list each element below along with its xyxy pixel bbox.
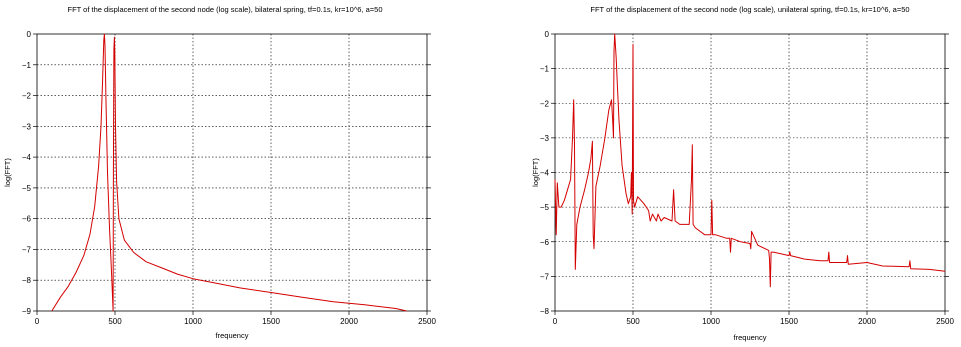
y-tick-label: −5 <box>22 184 32 193</box>
x-tick-label: 1000 <box>184 317 202 326</box>
chart-2: FFT of the displacement of the second no… <box>531 5 954 342</box>
x-tick-label: 2000 <box>340 317 358 326</box>
plot-frame <box>36 33 428 312</box>
y-tick-label: 0 <box>27 30 32 39</box>
x-tick-label: 2500 <box>418 317 436 326</box>
y-tick-label: 0 <box>545 30 550 39</box>
chart-1: FFT of the displacement of the second no… <box>3 5 436 340</box>
y-tick-label: −8 <box>22 276 32 285</box>
x-axis-label: frequency <box>734 333 767 342</box>
x-tick-label: 500 <box>626 317 640 326</box>
chart-title: FFT of the displacement of the second no… <box>67 5 382 14</box>
y-axis-label: log(FFT) <box>3 158 12 187</box>
y-tick-label: −3 <box>22 122 32 131</box>
x-tick-label: 0 <box>35 317 40 326</box>
y-tick-label: −7 <box>540 272 550 281</box>
series-line-1 <box>51 33 407 312</box>
series-line-1 <box>554 33 946 288</box>
x-tick-label: 1000 <box>702 317 720 326</box>
y-tick-label: −6 <box>22 215 32 224</box>
x-tick-label: 2500 <box>936 317 954 326</box>
y-axis-label: log(FFT) <box>531 158 540 187</box>
y-tick-label: −4 <box>22 153 32 162</box>
y-tick-label: −6 <box>540 238 550 247</box>
x-tick-label: 500 <box>108 317 122 326</box>
y-tick-label: −5 <box>540 203 550 212</box>
chart-title: FFT of the displacement of the second no… <box>590 5 909 14</box>
y-tick-label: −7 <box>22 245 32 254</box>
y-tick-label: −4 <box>540 169 550 178</box>
grid <box>37 34 427 311</box>
y-tick-label: −1 <box>540 65 550 74</box>
y-tick-label: −3 <box>540 134 550 143</box>
x-tick-label: 0 <box>553 317 558 326</box>
y-tick-label: −1 <box>22 61 32 70</box>
y-tick-label: −2 <box>540 99 550 108</box>
y-tick-label: −9 <box>22 307 32 316</box>
y-tick-label: −2 <box>22 92 32 101</box>
x-tick-label: 1500 <box>780 317 798 326</box>
x-tick-label: 1500 <box>262 317 280 326</box>
y-tick-label: −8 <box>540 307 550 316</box>
x-tick-label: 2000 <box>858 317 876 326</box>
x-axis-label: frequency <box>216 331 249 340</box>
